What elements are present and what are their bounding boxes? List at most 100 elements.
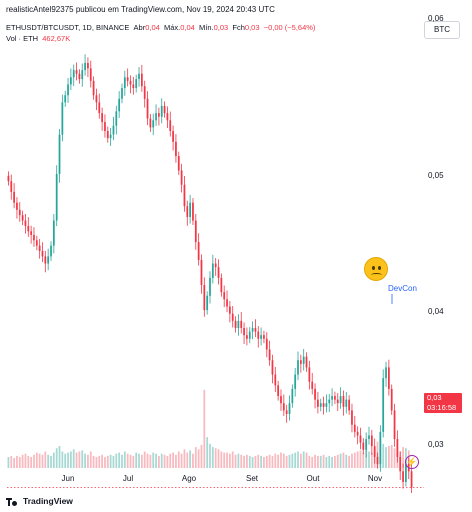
publish-header: realisticAntel92375 publicou em TradingV…	[6, 5, 275, 14]
candle-body	[297, 360, 299, 375]
volume-bar	[194, 447, 197, 468]
volume-bar	[197, 449, 200, 468]
candle-body	[38, 245, 41, 252]
candle-body	[402, 471, 404, 483]
volume-bar	[311, 457, 314, 468]
candle-body	[121, 88, 123, 99]
volume-bar	[67, 452, 69, 468]
candle-body	[13, 191, 15, 203]
candle-body	[243, 328, 245, 336]
volume-bar	[180, 453, 183, 468]
candle-body	[177, 156, 180, 171]
volume-bar	[277, 454, 280, 468]
currency-button[interactable]: BTC	[424, 21, 460, 39]
y-tick-label: 0,04	[428, 307, 444, 316]
volume-bar	[152, 452, 155, 468]
candle-body	[211, 263, 214, 278]
tradingview-logo-icon	[6, 497, 20, 506]
devcon-event-label[interactable]: DevCon	[388, 284, 417, 293]
candle-body	[311, 381, 314, 389]
volume-bar	[121, 454, 123, 468]
volume-bar	[38, 453, 41, 468]
candle-body	[410, 471, 413, 488]
open-value: 0,04	[145, 23, 160, 32]
volume-bar	[149, 454, 152, 468]
candle-body	[155, 113, 157, 121]
candle-body	[234, 320, 237, 329]
candle-body	[282, 403, 285, 411]
volume-bar	[322, 454, 325, 468]
volume-bar	[365, 449, 368, 468]
candle-body	[308, 367, 311, 382]
volume-bar	[10, 455, 13, 468]
candle-body	[44, 256, 47, 264]
volume-bar	[362, 452, 365, 468]
volume-bar	[282, 453, 285, 468]
candle-body	[288, 403, 291, 414]
volume-bar	[146, 453, 149, 468]
candle-body	[10, 181, 13, 192]
volume-bar	[214, 448, 217, 468]
volume-bar	[123, 451, 126, 468]
volume-bar	[209, 443, 211, 468]
volume-bar	[353, 452, 356, 468]
candle-body	[274, 374, 277, 386]
candle-body	[129, 80, 132, 85]
candle-body	[248, 331, 251, 339]
volume-bar	[84, 453, 86, 468]
candle-body	[158, 113, 160, 117]
candle-body	[104, 122, 106, 132]
candle-body	[246, 335, 248, 339]
volume-bar	[33, 454, 35, 468]
volume-label[interactable]: Vol · ETH	[6, 34, 39, 43]
volume-bar	[368, 451, 370, 468]
volume-bar	[228, 453, 231, 468]
candle-body	[203, 285, 206, 311]
candle-body	[92, 80, 95, 96]
candle-body	[149, 118, 152, 128]
candle-body	[393, 410, 396, 440]
candle-body	[160, 105, 163, 117]
candle-body	[95, 95, 98, 103]
candle-body	[118, 98, 121, 112]
candle-body	[189, 202, 192, 217]
volume-bar	[251, 457, 254, 468]
candle-body	[101, 113, 103, 123]
x-tick-label: Nov	[367, 474, 383, 483]
candle-body	[373, 446, 376, 457]
candle-body	[376, 456, 379, 465]
volume-bar	[382, 443, 385, 468]
volume-bar	[319, 455, 322, 468]
candle-body	[325, 403, 328, 407]
candle-body	[223, 292, 226, 300]
volume-bar	[314, 454, 316, 468]
candle-body	[385, 367, 387, 379]
volume-bar	[240, 454, 243, 468]
candle-body	[41, 251, 44, 257]
x-tick-label: Jun	[61, 474, 75, 483]
candle-body	[166, 113, 169, 121]
candle-body	[339, 396, 342, 404]
candle-body	[217, 267, 220, 278]
candle-body	[331, 396, 333, 400]
candle-body	[47, 256, 50, 264]
volume-bar	[172, 452, 174, 468]
volume-bar	[89, 451, 92, 468]
candle-body	[305, 356, 308, 368]
candle-body	[143, 86, 146, 99]
volume-bar	[299, 453, 302, 468]
volume-bar	[387, 446, 390, 468]
symbol-name[interactable]: ETHUSDT/BTCUSDT, 1D, BINANCE	[6, 23, 130, 32]
candle-body	[294, 374, 297, 389]
woozy-face-icon[interactable]	[364, 257, 388, 281]
tradingview-logo[interactable]: TradingView	[6, 496, 73, 506]
volume-bar	[18, 457, 21, 468]
low-label: Mín.	[199, 23, 214, 32]
lightning-icon[interactable]: ⚡	[405, 455, 419, 469]
candle-body	[61, 102, 64, 135]
volume-bar	[50, 455, 52, 468]
candle-body	[356, 431, 359, 436]
candle-body	[370, 435, 373, 447]
volume-bar	[390, 444, 393, 468]
